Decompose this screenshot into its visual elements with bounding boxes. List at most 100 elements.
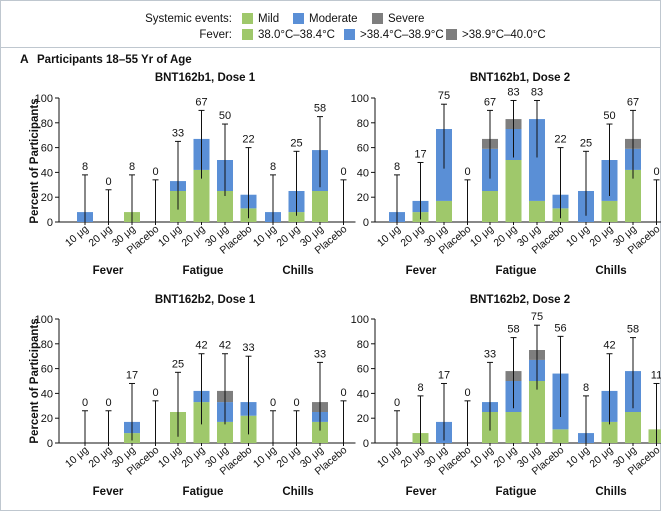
- bar-segment-mild-chills-20-g: [601, 200, 618, 222]
- bar-segment-mild-chills-30-g: [312, 421, 328, 443]
- group-label-fever: Fever: [406, 265, 437, 277]
- group-label-fatigue: Fatigue: [183, 265, 224, 277]
- section-title: Participants 18–55 Yr of Age: [37, 54, 192, 66]
- value-label-fever-10-g: 8: [394, 161, 400, 173]
- value-label-fatigue-10-g: 67: [484, 96, 496, 108]
- bar-segment-mild-chills-20-g: [601, 421, 618, 443]
- group-label-fatigue: Fatigue: [496, 265, 537, 277]
- bar-segment-mild-fatigue-placebo: [552, 429, 569, 443]
- group-label-fever: Fever: [93, 486, 124, 498]
- y-axis-label: Percent of Participants: [29, 318, 41, 443]
- value-label-chills-20-g: 50: [603, 110, 615, 122]
- value-label-chills-placebo: 0: [653, 166, 659, 178]
- legend-fever-label-1: 38.0°C–38.4°C: [258, 29, 335, 41]
- legend-fever-swatch-2: [344, 29, 355, 40]
- group-label-fever: Fever: [406, 486, 437, 498]
- y-tick-label: 20: [41, 413, 53, 425]
- bar-segment-mild-chills-20-g: [288, 212, 305, 222]
- group-label-fatigue: Fatigue: [183, 486, 224, 498]
- bar-segment-mild-chills-placebo: [648, 429, 661, 443]
- value-label-fever-20-g: 17: [414, 148, 426, 160]
- y-tick-label: 0: [47, 438, 53, 450]
- value-label-chills-20-g: 0: [293, 397, 299, 409]
- bar-segment-mild-chills-30-g: [625, 169, 641, 222]
- value-label-fever-10-g: 8: [82, 161, 88, 173]
- value-label-fatigue-placebo: 33: [242, 342, 254, 354]
- value-label-fever-20-g: 0: [105, 176, 111, 188]
- value-label-chills-20-g: 42: [603, 340, 615, 352]
- y-tick-label: 0: [363, 217, 369, 229]
- bar-segment-mild-chills-30-g: [625, 412, 641, 443]
- legend-fever-swatch-1: [242, 29, 253, 40]
- value-label-fever-10-g: 0: [394, 397, 400, 409]
- legend: Systemic events: Fever: Mild Moderate Se…: [145, 13, 546, 41]
- y-axis-label: Percent of Participants: [29, 98, 41, 223]
- y-tick-label: 60: [357, 143, 369, 155]
- bar-segment-moderate-fatigue-30-g: [529, 119, 545, 201]
- y-tick-label: 80: [357, 118, 369, 130]
- y-tick-label: 60: [41, 364, 53, 376]
- legend-fever-label-3: >38.9°C–40.0°C: [462, 29, 546, 41]
- y-tick-label: 40: [357, 388, 369, 400]
- y-tick-label: 80: [357, 339, 369, 351]
- value-label-fatigue-20-g: 67: [195, 96, 207, 108]
- panel-bnt162b1-dose1: BNT162b1, Dose 1 Percent of Participants…: [29, 72, 356, 277]
- legend-fever-title: Fever:: [199, 29, 232, 41]
- value-label-fever-30-g: 17: [126, 369, 138, 381]
- y-tick-label: 20: [41, 192, 53, 204]
- value-label-chills-10-g: 25: [580, 137, 592, 149]
- group-label-fever: Fever: [93, 265, 124, 277]
- value-label-fatigue-20-g: 83: [507, 86, 519, 98]
- value-label-fatigue-20-g: 58: [507, 324, 519, 336]
- value-label-fatigue-placebo: 22: [242, 134, 254, 146]
- value-label-fatigue-30-g: 75: [531, 311, 543, 323]
- bar-segment-mild-fatigue-30-g: [217, 191, 233, 222]
- value-label-chills-placebo: 0: [340, 387, 346, 399]
- value-label-fatigue-placebo: 56: [554, 322, 566, 334]
- panel-title: BNT162b2, Dose 1: [155, 294, 256, 306]
- panel-title: BNT162b1, Dose 2: [470, 72, 570, 84]
- bar-segment-mild-fatigue-10-g: [482, 191, 498, 222]
- bar-segment-mild-fatigue-20-g: [193, 169, 210, 222]
- legend-systemic-label-severe: Severe: [388, 13, 424, 25]
- y-tick-label: 80: [41, 118, 53, 130]
- value-label-chills-30-g: 58: [314, 103, 326, 115]
- legend-systemic-title: Systemic events:: [145, 13, 232, 25]
- panel-title: BNT162b1, Dose 1: [155, 72, 256, 84]
- value-label-fever-20-g: 8: [417, 382, 423, 394]
- legend-systemic-swatch-severe: [372, 13, 383, 24]
- value-label-chills-10-g: 0: [270, 397, 276, 409]
- y-tick-label: 40: [41, 388, 53, 400]
- value-label-fatigue-10-g: 33: [484, 348, 496, 360]
- section-heading: A Participants 18–55 Yr of Age: [20, 52, 192, 66]
- value-label-fever-30-g: 17: [438, 369, 450, 381]
- value-label-fever-placebo: 0: [152, 166, 158, 178]
- group-label-fatigue: Fatigue: [496, 486, 537, 498]
- legend-systemic-swatch-moderate: [293, 13, 304, 24]
- y-tick-label: 0: [363, 438, 369, 450]
- value-label-fatigue-30-g: 50: [219, 110, 231, 122]
- value-label-chills-placebo: 11: [651, 369, 661, 381]
- group-label-chills: Chills: [595, 486, 626, 498]
- legend-systemic-swatch-mild: [242, 13, 253, 24]
- bar-segment-mild-fever-30-g: [436, 200, 452, 222]
- y-tick-label: 20: [357, 413, 369, 425]
- value-label-fever-10-g: 0: [82, 397, 88, 409]
- y-tick-label: 80: [41, 339, 53, 351]
- group-label-chills: Chills: [282, 265, 313, 277]
- value-label-fatigue-30-g: 83: [531, 86, 543, 98]
- bar-segment-mild-fatigue-20-g: [505, 160, 522, 222]
- y-tick-label: 20: [357, 192, 369, 204]
- value-label-fatigue-10-g: 25: [172, 358, 184, 370]
- group-label-chills: Chills: [595, 265, 626, 277]
- value-label-chills-30-g: 67: [627, 96, 639, 108]
- y-tick-label: 0: [47, 217, 53, 229]
- value-label-chills-30-g: 33: [314, 348, 326, 360]
- value-label-chills-10-g: 8: [270, 161, 276, 173]
- y-tick-label: 100: [35, 314, 53, 326]
- value-label-fever-30-g: 8: [129, 161, 135, 173]
- y-tick-label: 60: [357, 364, 369, 376]
- value-label-chills-10-g: 8: [583, 382, 589, 394]
- value-label-fever-30-g: 75: [438, 90, 450, 102]
- value-label-fever-placebo: 0: [464, 166, 470, 178]
